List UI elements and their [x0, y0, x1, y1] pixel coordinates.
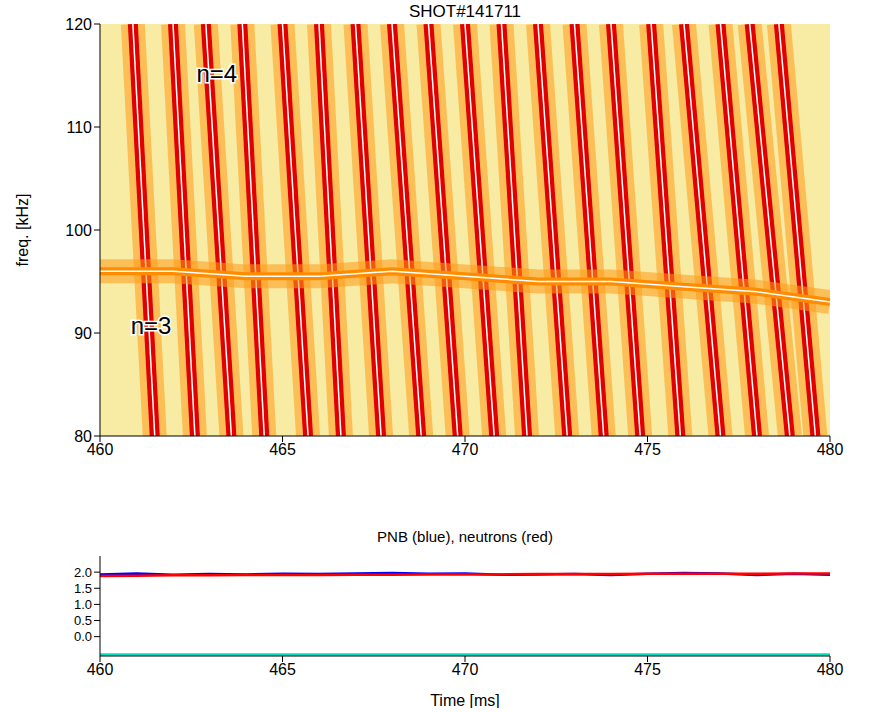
svg-text:480: 480 [817, 441, 844, 458]
svg-text:475: 475 [634, 661, 661, 678]
html-text:PNB (blue), neutrons (red): PNB (blue), neutrons (red) [377, 528, 553, 545]
svg-text:460: 460 [86, 441, 114, 459]
svg-text:110: 110 [66, 119, 92, 136]
svg-text:475: 475 [634, 441, 661, 458]
html-text:SHOT#141711: SHOT#141711 [408, 2, 522, 21]
svg-text:0.0: 0.0 [74, 629, 92, 644]
svg-text:480: 480 [817, 661, 844, 678]
svg-text:n=3: n=3 [131, 312, 172, 339]
svg-text:n=4: n=4 [196, 60, 237, 87]
svg-text:465: 465 [269, 441, 296, 458]
svg-text:1.0: 1.0 [74, 597, 92, 612]
svg-text:1.5: 1.5 [74, 581, 92, 596]
svg-text:Time [ms]: Time [ms] [430, 692, 500, 708]
svg-text:465: 465 [269, 661, 296, 678]
svg-text:460: 460 [87, 661, 114, 678]
svg-text:2.0: 2.0 [74, 565, 92, 580]
svg-text:470: 470 [452, 441, 479, 458]
svg-text:0.5: 0.5 [74, 613, 92, 628]
svg-text:470: 470 [452, 661, 479, 678]
svg-text:80: 80 [74, 428, 92, 445]
svg-text:90: 90 [74, 325, 92, 342]
svg-text:freq. [kHz]: freq. [kHz] [14, 194, 31, 267]
svg-text:120: 120 [65, 16, 92, 33]
svg-text:100: 100 [65, 222, 92, 239]
